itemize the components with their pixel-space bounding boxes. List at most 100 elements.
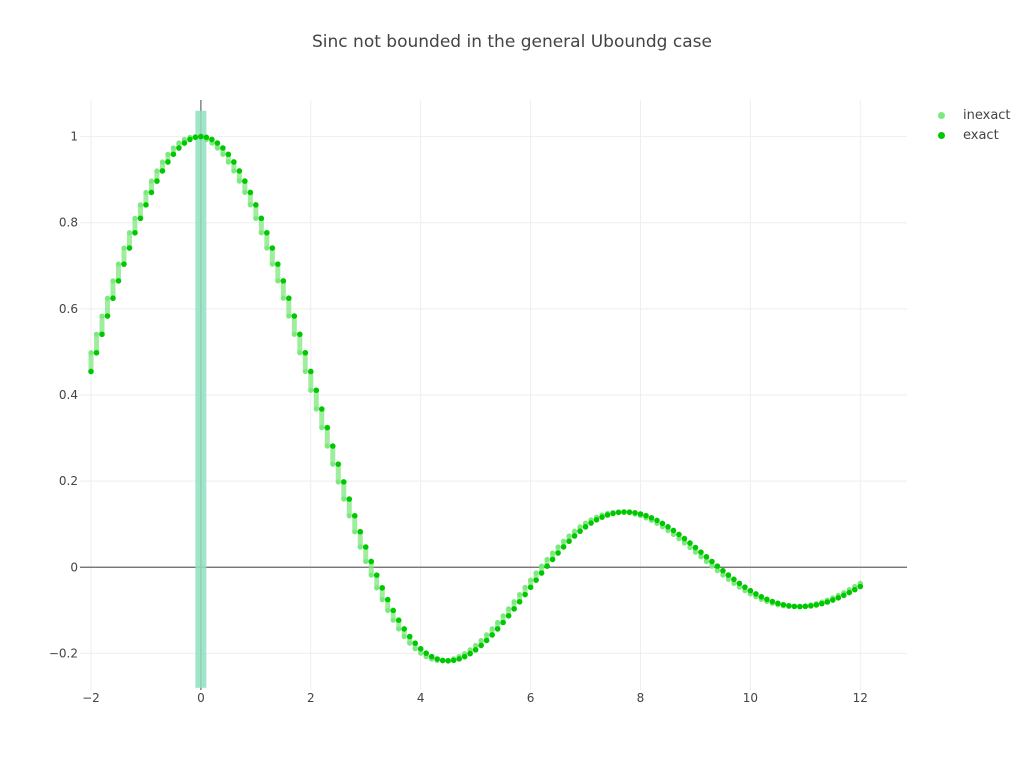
exact-point	[720, 567, 726, 574]
exact-point	[423, 650, 429, 657]
inexact-point	[566, 533, 572, 539]
exact-point	[571, 533, 578, 539]
exact-point	[604, 512, 611, 518]
inexact-interval-bar	[280, 280, 286, 299]
inexact-point	[137, 202, 144, 208]
unbounded-band	[195, 110, 207, 688]
inexact-interval-bar	[561, 541, 567, 547]
exact-point	[99, 331, 105, 338]
exact-point	[857, 583, 864, 590]
legend-marker-inexact	[938, 111, 945, 119]
inexact-point	[363, 558, 369, 565]
inexact-interval-bar	[93, 334, 99, 353]
inexact-point	[253, 215, 259, 221]
inexact-interval-bar	[126, 232, 132, 249]
exact-series	[88, 133, 864, 664]
inexact-point	[357, 544, 363, 550]
legend-item-exact[interactable]: exact	[935, 125, 1011, 145]
exact-point	[143, 202, 149, 208]
y-tick-label: 0.4	[59, 388, 78, 402]
exact-point	[494, 626, 501, 632]
inexact-interval-bar	[555, 546, 561, 554]
exact-point	[780, 601, 787, 608]
exact-point	[676, 531, 682, 538]
inexact-interval-bar	[539, 566, 545, 574]
inexact-point	[220, 151, 226, 157]
inexact-interval-bar	[302, 352, 308, 372]
inexact-point	[714, 568, 721, 574]
legend-item-inexact[interactable]: inexact	[935, 105, 1011, 125]
exact-point	[253, 202, 259, 208]
exact-point	[511, 606, 517, 612]
inexact-point	[478, 637, 484, 644]
inexact-point	[93, 331, 100, 337]
x-tick-label: 4	[417, 691, 425, 705]
inexact-interval-bar	[330, 446, 336, 465]
inexact-point	[374, 585, 380, 591]
inexact-point	[500, 613, 506, 619]
exact-point	[742, 584, 748, 590]
legend-marker-exact	[938, 131, 945, 139]
exact-point	[533, 577, 539, 583]
inexact-interval-bar	[550, 553, 556, 560]
inexact-point	[582, 520, 589, 526]
exact-point	[483, 637, 490, 644]
exact-point	[626, 509, 633, 515]
exact-point	[110, 295, 116, 302]
exact-point	[313, 387, 320, 394]
inexact-point	[484, 632, 490, 638]
inexact-interval-bar	[517, 594, 523, 602]
exact-point	[500, 619, 506, 626]
exact-point	[659, 520, 666, 527]
inexact-point	[346, 513, 352, 519]
inexact-interval-bar	[407, 636, 413, 644]
inexact-interval-bar	[143, 192, 149, 205]
x-tick-label: 0	[197, 691, 205, 705]
inexact-point	[143, 189, 149, 196]
inexact-point	[247, 202, 253, 208]
exact-point	[505, 613, 512, 619]
inexact-point	[555, 544, 561, 550]
exact-point	[401, 626, 408, 632]
exact-point	[560, 544, 567, 550]
inexact-interval-bar	[495, 622, 501, 629]
y-tick-label: 0.8	[59, 216, 78, 230]
inexact-point	[99, 313, 105, 319]
inexact-interval-bar	[363, 547, 369, 562]
exact-point	[786, 602, 792, 609]
exact-point	[461, 653, 468, 660]
exact-point	[231, 159, 237, 165]
inexact-interval-bar	[104, 298, 110, 317]
exact-point	[154, 178, 160, 184]
inexact-point	[692, 549, 699, 555]
legend-label-exact: exact	[963, 127, 999, 143]
inexact-point	[736, 584, 743, 590]
exact-point	[758, 594, 765, 600]
inexact-interval-bar	[291, 316, 297, 335]
inexact-point	[385, 607, 391, 614]
inexact-interval-bar	[170, 147, 176, 155]
exact-point	[791, 603, 798, 610]
exact-point	[417, 645, 424, 652]
inexact-point	[698, 554, 704, 560]
inexact-interval-bar	[148, 181, 154, 193]
exact-point	[280, 278, 287, 284]
inexact-point	[549, 550, 556, 556]
inexact-interval-bar	[396, 620, 402, 629]
inexact-point	[407, 640, 413, 646]
inexact-interval-bar	[352, 515, 358, 532]
inexact-point	[681, 540, 688, 546]
exact-point	[681, 535, 688, 542]
inexact-point	[720, 572, 726, 578]
y-axis-ticks: −0.2 0 0.2 0.4 0.6 0.8 1	[49, 130, 78, 661]
exact-point	[665, 524, 671, 530]
inexact-interval-bar	[159, 161, 165, 171]
exact-point	[522, 591, 528, 598]
exact-point	[654, 517, 660, 524]
exact-point	[456, 656, 462, 662]
x-tick-label: −2	[82, 691, 100, 705]
exact-point	[115, 278, 122, 284]
inexact-interval-bar	[379, 587, 385, 600]
exact-point	[351, 512, 358, 519]
